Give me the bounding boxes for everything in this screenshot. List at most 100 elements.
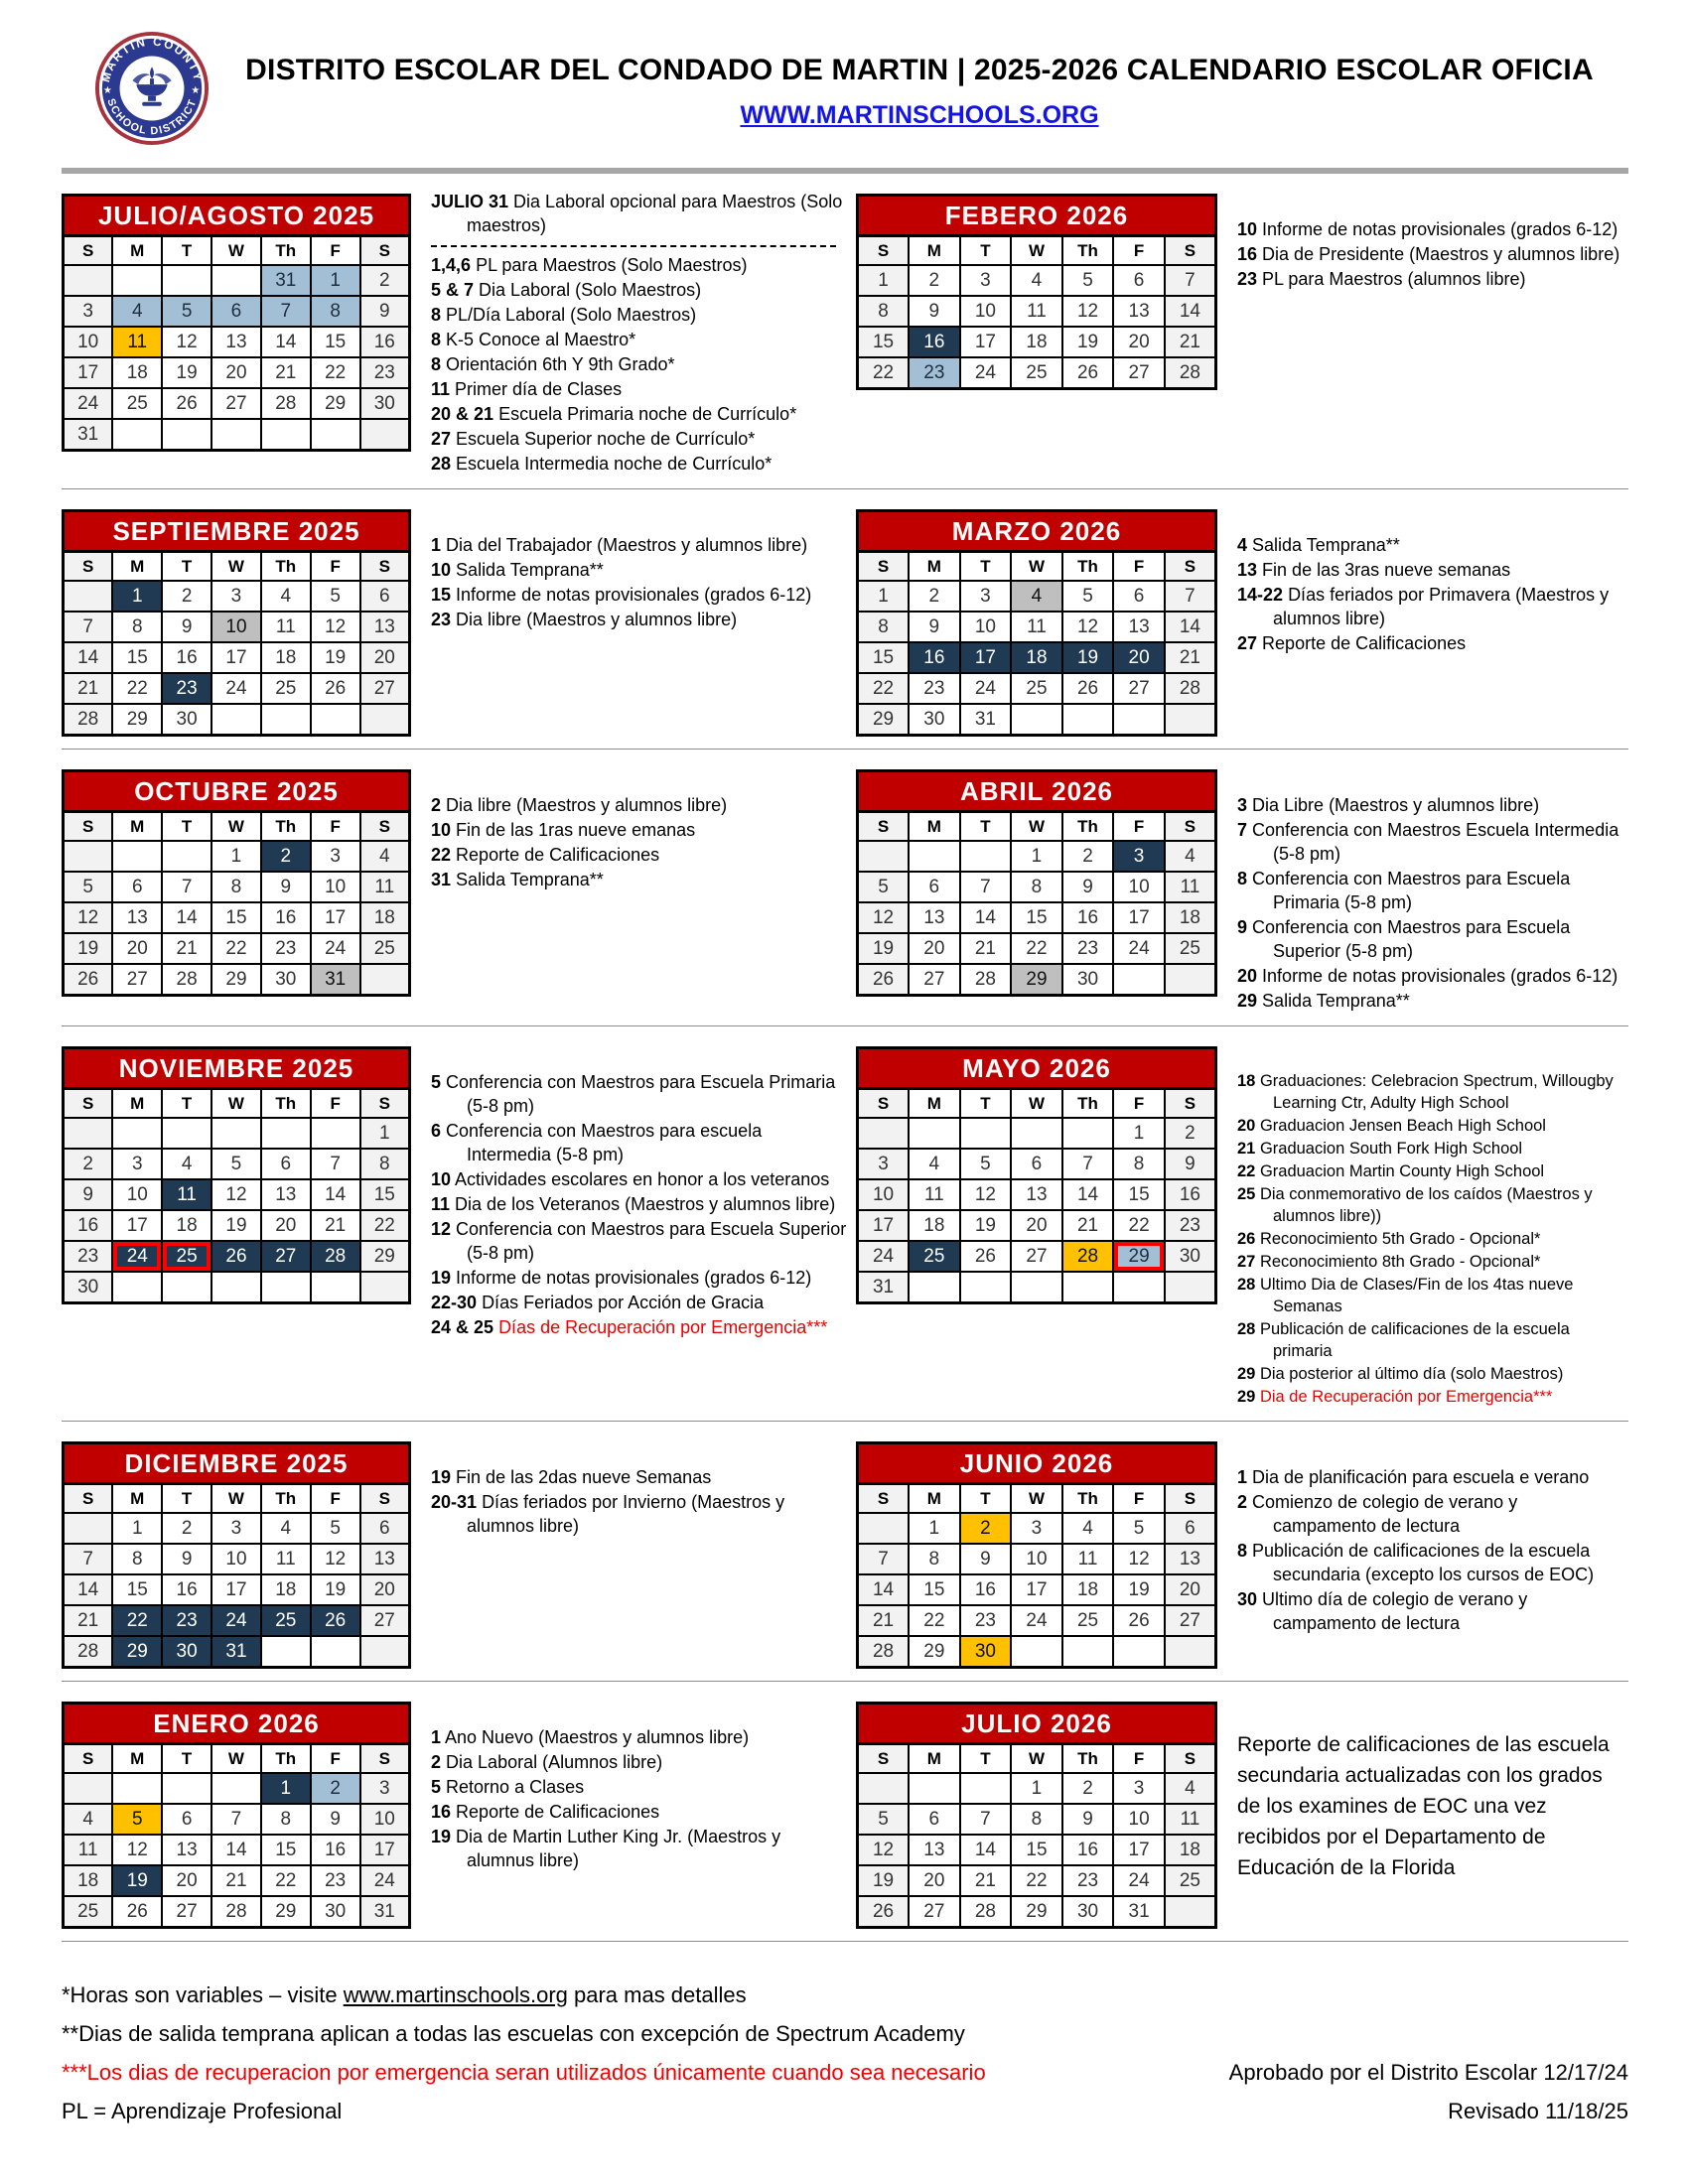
day-cell: 15 <box>111 641 164 674</box>
note-item: 5 Retorno a Clases <box>431 1775 848 1799</box>
day-cell: 6 <box>211 295 262 328</box>
note-text: Salida Temprana** <box>456 560 604 580</box>
month-title: JULIO/AGOSTO 2025 <box>62 194 411 234</box>
day-cell: 21 <box>211 1864 262 1897</box>
month-calendar: OCTUBRE 2025 S M T W Th F S 1 2 3 4 5 6 7 8 9 10 11 12 13 14 1… <box>62 769 411 1014</box>
day-cell: 7 <box>211 1803 262 1836</box>
day-cell: 30 <box>309 1895 361 1929</box>
day-cell: 18 <box>1060 1573 1115 1606</box>
note-item: 9 Conferencia con Maestros para Escuela … <box>1237 915 1620 963</box>
day-cell: 4 <box>1163 1772 1217 1805</box>
day-cell: 16 <box>908 641 961 674</box>
weekday-cell: T <box>161 1482 213 1514</box>
day-cell: 8 <box>111 1543 164 1575</box>
day-cell <box>62 1772 114 1805</box>
day-cell: 3 <box>62 295 114 328</box>
day-cell: 11 <box>1010 611 1063 643</box>
footer-note-early-release: **Dias de salida temprana aplican a toda… <box>62 2021 965 2046</box>
day-cell: 10 <box>211 611 262 643</box>
weekday-cell: T <box>161 1087 213 1119</box>
weekday-cell: S <box>1163 550 1217 582</box>
note-item: 12 Conferencia con Maestros para Escuela… <box>431 1217 848 1265</box>
weekday-cell: M <box>908 234 961 266</box>
day-cell: 3 <box>1010 1512 1063 1545</box>
week-row: 26 27 28 29 30 31 <box>856 1895 1217 1929</box>
day-cell: 4 <box>259 580 312 613</box>
day-cell: 17 <box>358 1834 411 1866</box>
note-text: Dia del Trabajador (Maestros y alumnos l… <box>446 535 808 555</box>
day-cell: 30 <box>62 1271 114 1304</box>
note-text: Fin de las 3ras nueve semanas <box>1262 560 1511 580</box>
week-row: 19 20 21 22 23 24 25 <box>856 932 1217 965</box>
month-table: S M T W Th F S 1 2 3 4 5 6 7 8 9 10 11 12 13 14 15 16 17 18 19 20 2… <box>856 810 1217 997</box>
day-cell <box>358 1271 411 1304</box>
day-cell: 5 <box>161 295 213 328</box>
day-cell <box>1010 1635 1063 1669</box>
weekday-cell: M <box>908 810 961 842</box>
weekday-header-row: S M T W Th F S <box>856 1087 1217 1119</box>
day-cell: 27 <box>111 963 164 997</box>
day-cell <box>309 1117 361 1150</box>
day-cell: 29 <box>1010 1895 1063 1929</box>
day-cell: 4 <box>259 1512 312 1545</box>
day-cell: 10 <box>358 1803 411 1836</box>
month-table: S M T W Th F S 1 2 3 4 5 6 7 8 9 10 11 12 13 14 15 16 17 18 19 20 2… <box>62 1482 411 1669</box>
day-cell: 18 <box>1163 1834 1217 1866</box>
weekday-cell: W <box>211 1087 262 1119</box>
note-text: Salida Temprana** <box>456 870 604 889</box>
note-date: 22-30 <box>431 1293 478 1312</box>
weekday-header-row: S M T W Th F S <box>856 550 1217 582</box>
day-cell: 15 <box>111 1573 164 1606</box>
note-date: 10 <box>431 560 452 580</box>
day-cell: 10 <box>309 871 361 903</box>
note-item: 8 Conferencia con Maestros para Escuela … <box>1237 867 1620 914</box>
month-table: S M T W Th F S 1 2 3 4 5 6 7 8 9 10 11 12 13 14 15 16 17 18 19 20 2… <box>62 1742 411 1929</box>
week-row: 8 9 10 11 12 13 14 <box>856 295 1217 328</box>
day-cell: 3 <box>958 580 1013 613</box>
day-cell: 26 <box>856 1895 911 1929</box>
day-cell: 9 <box>908 295 961 328</box>
note-date: 1 <box>431 1727 442 1747</box>
weekday-cell: S <box>1163 1087 1217 1119</box>
week-row: 21 22 23 24 25 26 27 <box>62 672 411 705</box>
note-date: 5 <box>431 1777 442 1797</box>
day-cell <box>958 1117 1013 1150</box>
footer-url-link[interactable]: www.martinschools.org <box>343 1982 568 2007</box>
day-cell: 27 <box>358 672 411 705</box>
day-cell: 19 <box>1060 641 1115 674</box>
weekday-cell: W <box>1010 550 1063 582</box>
footer-note-pl-row: PL = Aprendizaje Profesional Revisado 11… <box>62 2092 1628 2130</box>
day-cell: 22 <box>309 356 361 389</box>
weekday-cell: F <box>309 234 361 266</box>
day-cell: 2 <box>62 1148 114 1180</box>
note-item: 10 Salida Temprana** <box>431 558 848 582</box>
day-cell: 28 <box>259 387 312 420</box>
month-calendar: ENERO 2026 S M T W Th F S 1 2 3 4 5 6 7 8 9 10 11 12 13 14 15 1… <box>62 1702 411 1929</box>
day-cell <box>856 840 911 873</box>
weekday-header-row: S M T W Th F S <box>856 1742 1217 1774</box>
note-item: 29 Dia posterior al último día (solo Mae… <box>1237 1363 1620 1385</box>
district-url-link[interactable]: WWW.MARTINSCHOOLS.ORG <box>740 101 1099 129</box>
day-cell: 22 <box>358 1209 411 1242</box>
note-item: 29 Salida Temprana** <box>1237 989 1620 1013</box>
note-date: 1 <box>431 535 442 555</box>
header-text: DISTRITO ESCOLAR DEL CONDADO DE MARTIN |… <box>211 30 1628 130</box>
note-text: Dia posterior al último día (solo Maestr… <box>1259 1365 1564 1383</box>
note-text: Comienzo de colegio de verano y campamen… <box>1252 1492 1518 1536</box>
day-cell: 9 <box>1060 871 1115 903</box>
day-cell: 25 <box>62 1895 114 1929</box>
day-cell: 15 <box>358 1178 411 1211</box>
day-cell <box>1112 963 1166 997</box>
note-text: Retorno a Clases <box>446 1777 585 1797</box>
day-cell <box>1060 1117 1115 1150</box>
week-row: 5 6 7 8 9 10 11 <box>856 1803 1217 1836</box>
day-cell: 28 <box>161 963 213 997</box>
note-text: Reporte de Calificaciones <box>1262 633 1467 653</box>
note-text: Conferencia con Maestros para Escuela Pr… <box>1252 869 1571 912</box>
day-cell: 4 <box>908 1148 961 1180</box>
day-cell <box>111 840 164 873</box>
note-date: 19 <box>431 1467 452 1487</box>
note-text: Dia Laboral (Solo Maestros) <box>479 280 702 300</box>
month-table: S M T W Th F S 1 2 3 4 5 6 7 8 9 10 11 12 13 14 15 16 17 18 19 20 2… <box>856 1482 1217 1669</box>
